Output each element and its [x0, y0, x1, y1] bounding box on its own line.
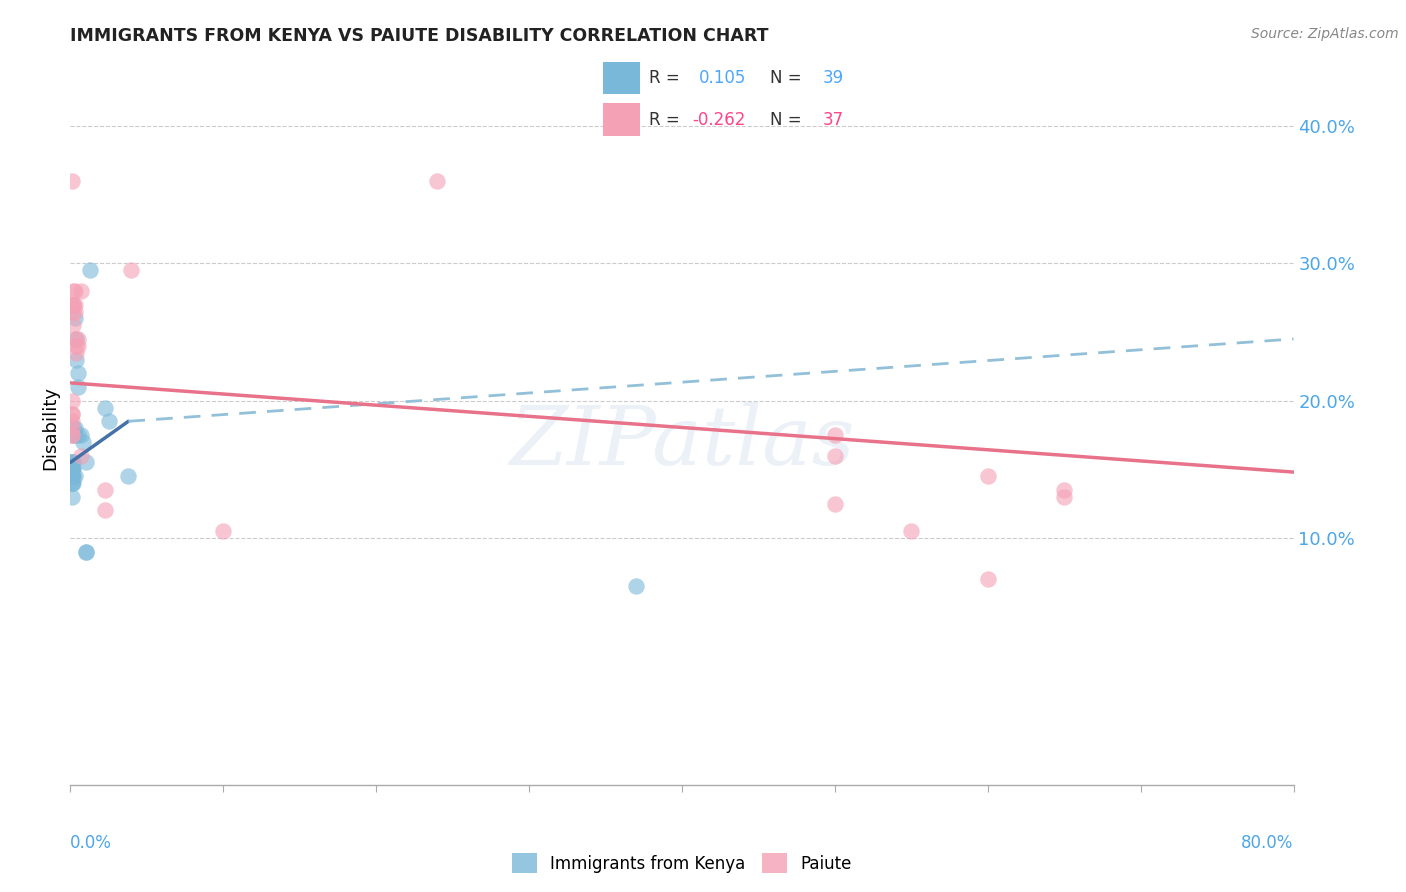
Text: R =: R =: [650, 111, 685, 128]
Point: [97, 414, 120, 428]
Point: [62, 298, 84, 312]
Point: [65, 332, 87, 346]
Point: [70, 428, 93, 442]
Point: [66, 428, 89, 442]
Point: [66, 380, 89, 394]
Point: [63, 469, 86, 483]
Point: [62, 428, 84, 442]
Text: 0.105: 0.105: [699, 69, 747, 87]
Point: [60, 469, 83, 483]
Point: [624, 579, 647, 593]
Point: [60, 428, 83, 442]
Point: [977, 469, 1000, 483]
Point: [62, 476, 84, 491]
Point: [62, 304, 84, 318]
Point: [62, 318, 84, 333]
Point: [62, 462, 84, 476]
Point: [60, 476, 83, 491]
Point: [60, 455, 83, 469]
Point: [63, 311, 86, 326]
Point: [94, 483, 117, 497]
Point: [70, 284, 93, 298]
Point: [60, 174, 83, 188]
Point: [60, 469, 83, 483]
Text: N =: N =: [770, 111, 807, 128]
Point: [63, 284, 86, 298]
Point: [212, 524, 235, 538]
Point: [824, 497, 846, 511]
Point: [63, 421, 86, 435]
Point: [1053, 483, 1076, 497]
Point: [60, 469, 83, 483]
Point: [60, 421, 83, 435]
Point: [60, 455, 83, 469]
Point: [426, 174, 449, 188]
Text: R =: R =: [650, 69, 685, 87]
Bar: [603, 62, 640, 94]
Point: [65, 339, 87, 353]
Point: [79, 263, 101, 277]
Point: [63, 298, 86, 312]
Point: [65, 352, 87, 367]
Point: [117, 469, 139, 483]
Point: [60, 462, 83, 476]
Point: [60, 455, 83, 469]
Text: 37: 37: [823, 111, 844, 128]
Point: [72, 434, 94, 449]
Point: [94, 503, 117, 517]
Text: 0.0%: 0.0%: [70, 834, 112, 852]
Point: [60, 476, 83, 491]
Point: [62, 421, 84, 435]
Point: [60, 469, 83, 483]
Point: [977, 572, 1000, 586]
Point: [66, 339, 89, 353]
Point: [60, 462, 83, 476]
Text: Source: ZipAtlas.com: Source: ZipAtlas.com: [1251, 27, 1399, 41]
Point: [824, 428, 846, 442]
Point: [62, 298, 84, 312]
Point: [60, 428, 83, 442]
Point: [900, 524, 922, 538]
Point: [824, 449, 846, 463]
Point: [75, 544, 97, 558]
Point: [63, 332, 86, 346]
Point: [94, 401, 117, 415]
Point: [63, 304, 86, 318]
Point: [121, 263, 143, 277]
Point: [75, 544, 97, 558]
Point: [60, 408, 83, 422]
Point: [60, 469, 83, 483]
Point: [62, 298, 84, 312]
Point: [60, 414, 83, 428]
Legend: Immigrants from Kenya, Paiute: Immigrants from Kenya, Paiute: [505, 847, 859, 880]
Point: [60, 462, 83, 476]
Point: [60, 490, 83, 504]
Point: [1053, 490, 1076, 504]
Point: [65, 345, 87, 359]
Point: [66, 332, 89, 346]
Point: [62, 469, 84, 483]
Text: ZIPatlas: ZIPatlas: [509, 402, 855, 483]
Point: [75, 455, 97, 469]
Point: [60, 408, 83, 422]
Text: N =: N =: [770, 69, 807, 87]
Text: 80.0%: 80.0%: [1241, 834, 1294, 852]
Point: [70, 449, 93, 463]
Point: [62, 284, 84, 298]
Text: -0.262: -0.262: [693, 111, 747, 128]
Point: [63, 428, 86, 442]
Point: [62, 455, 84, 469]
Bar: [603, 103, 640, 136]
Point: [66, 366, 89, 380]
Point: [60, 393, 83, 408]
Y-axis label: Disability: Disability: [41, 386, 59, 470]
Text: IMMIGRANTS FROM KENYA VS PAIUTE DISABILITY CORRELATION CHART: IMMIGRANTS FROM KENYA VS PAIUTE DISABILI…: [70, 27, 769, 45]
Text: 39: 39: [823, 69, 844, 87]
